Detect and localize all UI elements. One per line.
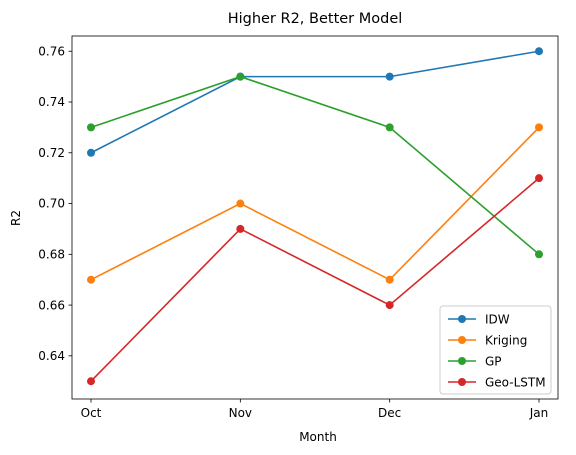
series-gp	[87, 72, 543, 259]
y-axis-ticks: 0.64 0.66 0.68 0.70 0.72 0.74 0.76	[38, 44, 72, 363]
y-tick-label: 0.66	[38, 298, 65, 312]
y-axis-label: R2	[9, 210, 23, 226]
legend-label-kriging: Kriging	[485, 333, 527, 347]
series-kriging	[87, 123, 543, 284]
y-tick-label: 0.76	[38, 44, 65, 58]
legend-item-gp: GP	[448, 354, 502, 368]
data-point-idw-oct	[87, 148, 95, 157]
legend-marker-geo-lstm	[458, 378, 466, 386]
data-point-kriging-dec	[385, 275, 394, 284]
legend-item-kriging: Kriging	[448, 333, 527, 347]
x-tick-label-jan: Jan	[529, 406, 549, 420]
plot-frame	[71, 35, 559, 400]
data-point-kriging-oct	[87, 275, 95, 284]
y-tick-label: 0.74	[38, 95, 65, 109]
legend-item-idw: IDW	[448, 312, 510, 326]
data-point-gp-jan	[535, 250, 543, 259]
x-axis-ticks: Oct Nov Dec Jan	[81, 399, 549, 420]
y-tick-label: 0.72	[38, 146, 65, 160]
legend-marker-gp	[458, 357, 466, 365]
legend: IDW Kriging GP Geo-LSTM	[439, 305, 552, 395]
data-point-gp-oct	[87, 123, 95, 132]
series-line-geo-lstm	[90, 177, 540, 382]
series-layer	[87, 47, 543, 386]
series-line-idw	[90, 50, 540, 154]
x-tick-label-oct: Oct	[81, 406, 102, 420]
legend-marker-idw	[458, 315, 466, 323]
data-point-idw-jan	[535, 47, 543, 56]
legend-frame	[439, 305, 552, 395]
data-point-gp-dec	[385, 123, 394, 132]
y-tick-label: 0.70	[38, 197, 65, 211]
legend-item-geo-lstm: Geo-LSTM	[448, 375, 546, 389]
legend-label-gp: GP	[485, 354, 502, 368]
x-tick-label-nov: Nov	[229, 406, 252, 420]
series-line-gp	[90, 75, 540, 255]
data-point-kriging-nov	[236, 199, 245, 208]
y-tick-label: 0.68	[38, 248, 65, 262]
chart-title: Higher R2, Better Model	[228, 11, 403, 27]
x-tick-label-dec: Dec	[378, 406, 401, 420]
legend-marker-kriging	[458, 336, 466, 344]
data-point-geo-lstm-dec	[385, 301, 394, 310]
legend-label-geo-lstm: Geo-LSTM	[485, 375, 546, 389]
data-point-geo-lstm-nov	[236, 224, 245, 233]
data-point-idw-dec	[385, 72, 394, 81]
data-point-gp-nov	[236, 72, 245, 81]
data-point-geo-lstm-oct	[87, 377, 95, 386]
series-geo-lstm	[87, 174, 543, 386]
data-point-kriging-jan	[535, 123, 543, 132]
x-axis-label: Month	[299, 430, 337, 444]
y-tick-label: 0.64	[38, 349, 65, 363]
legend-label-idw: IDW	[485, 312, 510, 326]
data-point-geo-lstm-jan	[535, 174, 543, 183]
series-line-kriging	[90, 126, 540, 281]
